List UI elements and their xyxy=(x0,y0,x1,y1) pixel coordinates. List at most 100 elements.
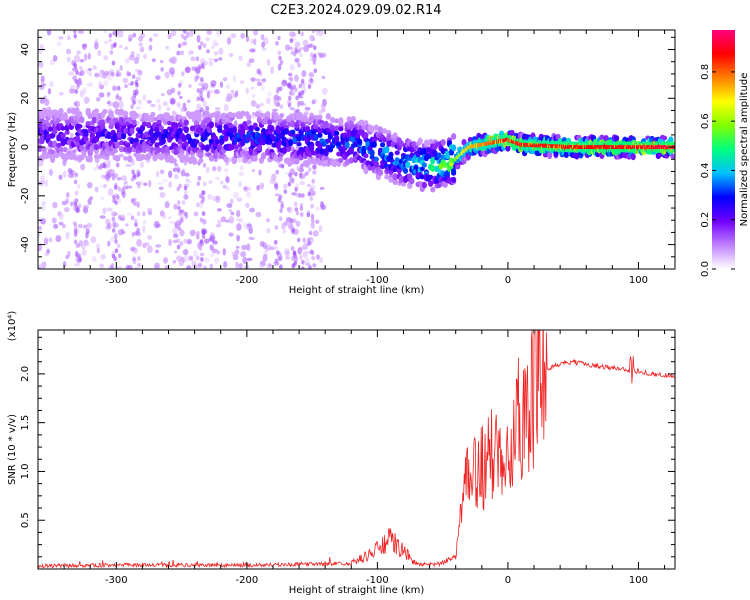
snr-frame xyxy=(37,329,676,570)
spectrogram-ridge-cell xyxy=(160,137,166,145)
x-tick-label: -200 xyxy=(236,575,259,586)
spectrogram-core-cell xyxy=(598,145,602,150)
spectrogram-ridge-cell xyxy=(133,112,139,119)
spectrogram-noise-cell xyxy=(82,87,87,95)
spectrogram-noise-cell xyxy=(108,38,112,42)
spectrogram-streak-cell xyxy=(117,253,122,259)
spectrogram-core-cell xyxy=(577,145,581,150)
spectrogram-ridge-cell xyxy=(217,144,223,150)
spectrogram-noise-cell xyxy=(103,30,107,35)
spectrogram-ridge-cell xyxy=(123,156,129,161)
spectrogram-ridge-cell xyxy=(396,167,402,174)
spectrogram-ridge-cell xyxy=(93,144,100,151)
spectrogram-ridge-cell xyxy=(661,135,668,141)
spectrogram-ridge-cell xyxy=(116,131,123,138)
spectrogram-ridge-cell xyxy=(139,153,146,161)
spectrogram-noise-cell xyxy=(248,58,255,64)
spectrogram-ridge-cell xyxy=(547,151,553,160)
spectrogram-noise-cell xyxy=(96,243,101,249)
spectrogram-ridge-cell xyxy=(334,130,340,136)
spectrogram-core-cell xyxy=(585,145,589,150)
spectrogram-streak-cell xyxy=(287,82,291,88)
spectrogram-noise-cell xyxy=(38,50,43,55)
spectrogram-noise-cell xyxy=(142,94,147,101)
spectrogram-noise-cell xyxy=(187,51,193,56)
spectrogram-ridge-cell xyxy=(448,157,455,163)
spectrogram-noise-cell xyxy=(48,237,53,243)
spectrogram-noise-cell xyxy=(307,183,311,187)
spectrogram-noise-cell xyxy=(266,58,271,67)
spectrogram-noise-cell xyxy=(162,178,168,183)
spectrogram-streak-cell xyxy=(312,164,316,170)
spectrogram-core-cell xyxy=(589,145,594,150)
spectrogram-noise-cell xyxy=(164,201,170,209)
spectrogram-noise-cell xyxy=(199,57,206,65)
spectrogram-streak-cell xyxy=(294,171,298,177)
spectrogram-ridge-cell xyxy=(428,174,434,180)
spectrogram-noise-cell xyxy=(47,88,52,95)
spectrogram-noise-cell xyxy=(246,243,251,251)
spectrogram-noise-cell xyxy=(124,58,130,64)
spectrogram-ridge-cell xyxy=(50,155,56,163)
spectrogram-streak-cell xyxy=(280,204,284,209)
spectrogram-noise-cell xyxy=(142,219,147,225)
spectrogram-ridge-cell xyxy=(164,146,171,153)
spectrogram-noise-cell xyxy=(197,82,204,87)
spectrogram-ridge-cell xyxy=(158,125,164,131)
spectrogram-ridge-cell xyxy=(428,180,434,187)
spectrogram-noise-cell xyxy=(162,101,168,107)
spectrogram-noise-cell xyxy=(114,232,118,240)
spectrogram-noise-cell xyxy=(261,41,266,48)
spectrogram-ridge-cell xyxy=(384,146,390,154)
spectrogram-ridge-cell xyxy=(194,139,200,144)
spectrogram-noise-cell xyxy=(100,254,107,260)
spectrogram-noise-cell xyxy=(111,173,116,181)
spectrogram-noise-cell xyxy=(99,215,106,219)
spectrogram-noise-cell xyxy=(228,209,233,213)
spectrogram-core-cell xyxy=(615,145,619,150)
spectrogram-noise-cell xyxy=(188,256,194,261)
spectrogram-streak-cell xyxy=(181,168,186,174)
spectrogram-noise-cell xyxy=(147,235,153,240)
spectrogram-noise-cell xyxy=(288,46,294,50)
spectrogram-ridge-cell xyxy=(380,142,386,148)
snr-series xyxy=(38,330,675,569)
spectrogram-ridge-cell xyxy=(229,145,235,151)
spectrogram-noise-cell xyxy=(228,232,234,237)
spectrogram-ridge-cell xyxy=(359,119,365,126)
snr-x-axis-label: Height of straight line (km) xyxy=(289,585,425,596)
spectrogram-ridge-cell xyxy=(430,156,436,165)
spectrogram-ridge-cell xyxy=(212,152,219,159)
spectrogram-streak-cell xyxy=(177,205,181,211)
spectrogram-ridge-cell xyxy=(215,139,221,145)
spectrogram-noise-cell xyxy=(256,81,263,87)
spectrogram-noise-cell xyxy=(41,205,46,212)
spectrogram-noise-cell xyxy=(256,68,261,75)
spectrogram-ridge-cell xyxy=(183,154,189,163)
spectrogram-noise-cell xyxy=(214,89,220,95)
spectrogram-noise-cell xyxy=(38,225,43,231)
spectrogram-noise-cell xyxy=(53,223,59,229)
spectrogram-ridge-cell xyxy=(298,113,304,118)
spectrogram-ridge-cell xyxy=(283,124,290,130)
spectrogram-ridge-cell xyxy=(146,121,152,129)
spectrogram-ridge-cell xyxy=(574,152,580,160)
spectrogram-noise-cell xyxy=(239,164,244,171)
spectrogram-streak-cell xyxy=(73,232,78,237)
snr-line xyxy=(38,330,675,569)
spectrogram-core-cell xyxy=(510,139,514,144)
spectrogram-noise-cell xyxy=(294,41,301,48)
spectrogram-streak-cell xyxy=(137,256,141,261)
spectrogram-streak-cell xyxy=(131,74,136,80)
spectrogram-noise-cell xyxy=(215,195,221,204)
spectrogram-noise-cell xyxy=(246,191,252,198)
spectrogram-ridge-cell xyxy=(271,135,277,142)
spectrogram-ridge-cell xyxy=(204,110,210,118)
spectrogram-streak-cell xyxy=(309,77,314,83)
spectrogram-ridge-cell xyxy=(275,125,281,132)
spectrogram-streak-cell xyxy=(279,59,284,65)
spectrogram-noise-cell xyxy=(256,184,260,191)
spectrogram-streak-cell xyxy=(287,181,292,187)
spectrogram-noise-cell xyxy=(179,95,183,100)
spectrogram-streak-cell xyxy=(195,255,200,261)
